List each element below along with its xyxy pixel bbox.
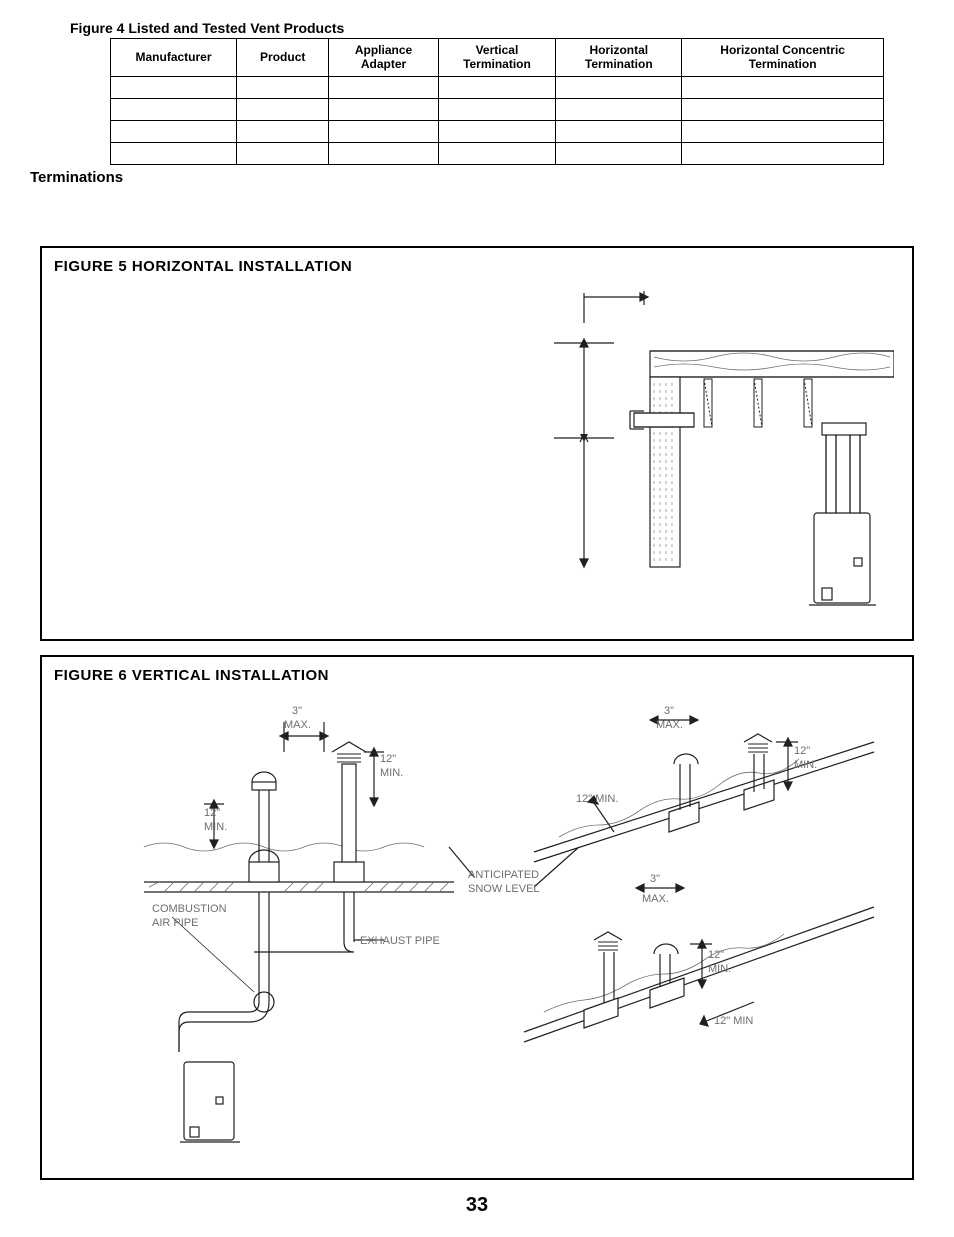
fig6-12min-c2: MIN. xyxy=(794,759,817,771)
vent-row xyxy=(111,120,884,142)
fig6-12min-b1: 12" xyxy=(204,807,220,819)
vent-col-3: VerticalTermination xyxy=(438,39,556,77)
figure4-title: Figure 4 Listed and Tested Vent Products xyxy=(70,20,924,36)
fig6-3max-l1: 3" xyxy=(292,705,302,717)
fig6-12min-c1: 12" xyxy=(794,745,810,757)
fig6-12min-e2: MIN. xyxy=(708,963,731,975)
fig6-3max-s2: MAX. xyxy=(642,893,669,905)
fig6-12min-e1: 12" xyxy=(708,949,724,961)
vent-row xyxy=(111,76,884,98)
vent-col-1: Product xyxy=(237,39,329,77)
terminations-heading: Terminations xyxy=(30,169,924,186)
fig6-12min-a2: MIN. xyxy=(380,767,403,779)
vent-col-2: ApplianceAdapter xyxy=(329,39,438,77)
fig6-snow2: SNOW LEVEL xyxy=(468,883,540,895)
fig6-comb1: COMBUSTION xyxy=(152,903,227,915)
figure6-diagram: 3" xyxy=(54,692,894,1162)
figure6-title: FIGURE 6 VERTICAL INSTALLATION xyxy=(54,667,900,684)
vent-col-0: Manufacturer xyxy=(111,39,237,77)
fig6-3max-r2: MAX. xyxy=(656,719,683,731)
fig6-12min-d: 12" MIN. xyxy=(576,793,618,805)
vent-row xyxy=(111,142,884,164)
figure5-diagram xyxy=(54,283,894,623)
fig6-12min-b2: MIN. xyxy=(204,821,227,833)
fig6-3max-s1: 3" xyxy=(650,873,660,885)
vent-col-5: Horizontal ConcentricTermination xyxy=(682,39,884,77)
fig6-12min-f: 12" MIN xyxy=(714,1015,753,1027)
fig6-3max-l2: MAX. xyxy=(284,719,311,731)
vent-col-4: HorizontalTermination xyxy=(556,39,682,77)
figure5-box: FIGURE 5 HORIZONTAL INSTALLATION xyxy=(40,246,914,641)
fig6-snow1: ANTICIPATED xyxy=(468,869,539,881)
fig6-comb2: AIR PIPE xyxy=(152,917,198,929)
figure5-title: FIGURE 5 HORIZONTAL INSTALLATION xyxy=(54,258,900,275)
fig6-label-max3r: 3" xyxy=(664,705,674,717)
fig6-exhaust: EXHAUST PIPE xyxy=(360,935,440,947)
figure4-table-wrap: ManufacturerProductApplianceAdapterVerti… xyxy=(110,38,884,165)
fig6-12min-a1: 12" xyxy=(380,753,396,765)
vent-products-table: ManufacturerProductApplianceAdapterVerti… xyxy=(110,38,884,165)
page-number: 33 xyxy=(30,1194,924,1217)
figure6-box: FIGURE 6 VERTICAL INSTALLATION xyxy=(40,655,914,1180)
vent-row xyxy=(111,98,884,120)
